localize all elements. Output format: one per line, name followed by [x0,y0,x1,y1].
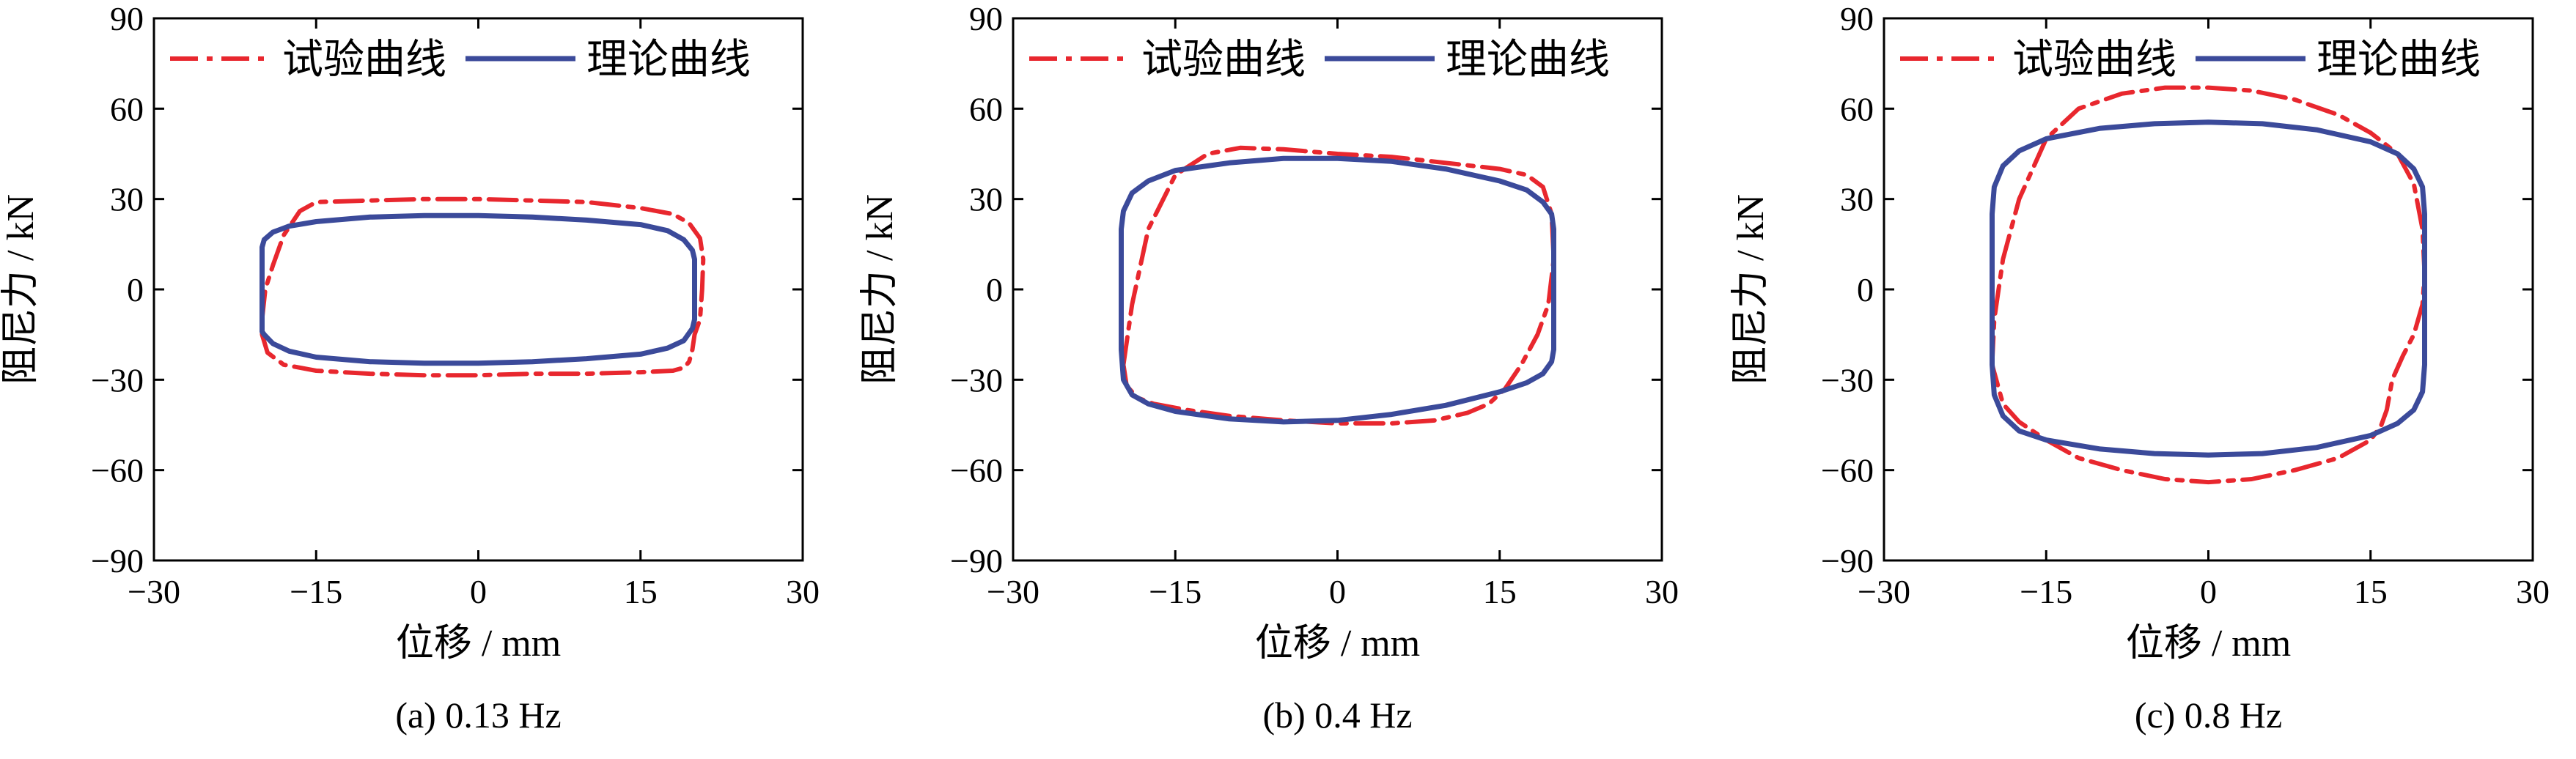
x-tick-label: 30 [1645,573,1679,610]
series-line-experimental [1121,145,1556,426]
y-tick-label: 60 [1840,90,1874,127]
series-line-experimental [260,196,706,378]
x-tick-label: 30 [2516,573,2550,610]
plot-frame [152,17,804,562]
plot-frame [1883,17,2534,562]
series-line-theoretical [1990,119,2427,458]
x-tick-label: −30 [1858,573,1910,610]
series-line-experimental [1990,85,2427,485]
x-axis-label: 位移 / mm [396,623,561,664]
y-tick-label: 90 [1840,0,1874,37]
y-tick-label: −90 [1821,542,1874,580]
y-tick-label: 60 [969,90,1003,127]
y-tick-label: 60 [110,90,144,127]
y-tick-label: 30 [1840,181,1874,218]
y-tick-label: 30 [110,181,144,218]
x-tick-label: −30 [128,573,180,610]
x-tick-label: −15 [290,573,342,610]
chart-panel-b: −30 −15 0 15 30 −90 −60 −30 0 30 60 90 位移 / mm 阻尼力 / … [859,0,1679,736]
y-tick-label: 90 [110,0,144,37]
x-tick-label: 0 [2200,573,2217,610]
x-axis-label: 位移 / mm [1255,623,1420,664]
chart-panel-a: −30 −15 0 15 30 −90 −60 −30 0 30 60 90 位移 / mm 阻尼力 / … [0,0,820,736]
panel-caption: (b) 0.4 Hz [1262,695,1412,736]
legend-label-experimental: 试验曲线 [1141,37,1306,83]
y-tick-label: −90 [91,542,144,580]
x-tick-label: 0 [1329,573,1346,610]
y-axis-label: 阻尼力 / kN [859,194,901,385]
y-tick-label: −60 [1821,452,1874,489]
y-tick-label: 0 [127,271,144,308]
y-tick-label: 0 [986,271,1003,308]
x-tick-label: 15 [1483,573,1517,610]
legend-label-experimental: 试验曲线 [282,37,446,83]
y-tick-label: −60 [91,452,144,489]
y-tick-label: 30 [969,181,1003,218]
plot-frame [1012,17,1663,562]
legend-label-theoretical: 理论曲线 [2316,37,2481,83]
x-axis-label: 位移 / mm [2126,623,2291,664]
x-tick-label: 0 [470,573,487,610]
x-tick-label: 15 [2354,573,2388,610]
y-axis-label: 阻尼力 / kN [1730,194,1772,385]
chart-panel-c: −30 −15 0 15 30 −90 −60 −30 0 30 60 90 位移 / mm 阻尼力 / … [1730,0,2550,736]
y-tick-label: 90 [969,0,1003,37]
legend-label-theoretical: 理论曲线 [586,37,751,83]
y-tick-label: −30 [1821,361,1874,399]
x-tick-label: −15 [1149,573,1201,610]
y-tick-label: −60 [950,452,1003,489]
x-tick-label: 15 [624,573,658,610]
series-line-theoretical [1119,155,1556,425]
y-tick-label: −90 [950,542,1003,580]
y-tick-label: −30 [91,361,144,399]
legend: 试验曲线 理论曲线 [170,37,751,83]
x-tick-label: −30 [987,573,1039,610]
panel-caption: (c) 0.8 Hz [2135,695,2282,736]
x-tick-label: −15 [2020,573,2072,610]
y-tick-label: 0 [1857,271,1874,308]
y-tick-label: −30 [950,361,1003,399]
legend: 试验曲线 理论曲线 [1900,37,2481,83]
legend: 试验曲线 理论曲线 [1029,37,1610,83]
y-axis-label: 阻尼力 / kN [0,194,42,385]
legend-label-experimental: 试验曲线 [2012,37,2176,83]
series-line-theoretical [260,212,697,366]
legend-label-theoretical: 理论曲线 [1446,37,1610,83]
x-tick-label: 30 [786,573,820,610]
panel-caption: (a) 0.13 Hz [395,695,561,736]
